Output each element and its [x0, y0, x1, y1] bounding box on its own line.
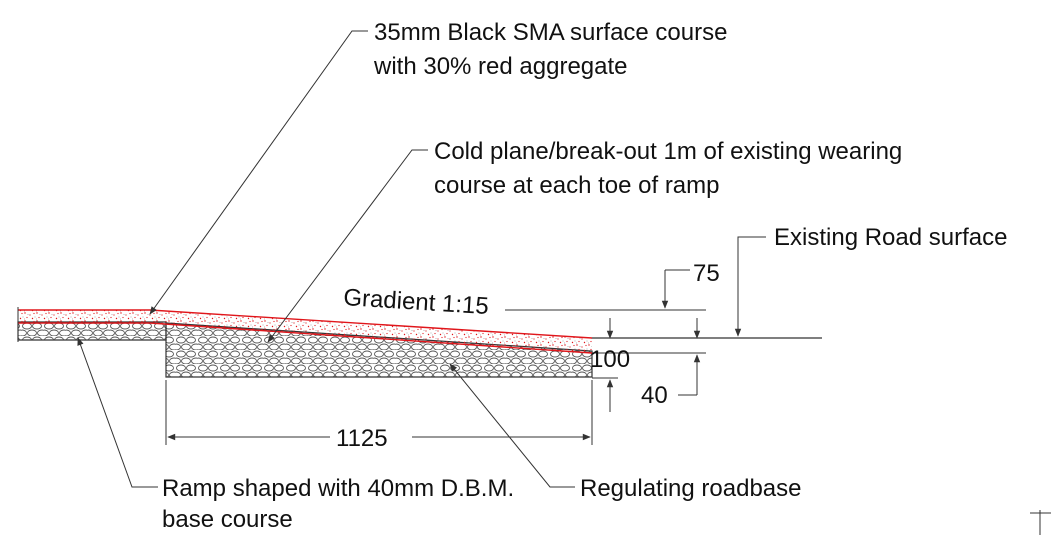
gradient-label: Gradient 1:15 [343, 284, 490, 320]
existing-road-label: Existing Road surface [774, 224, 1007, 251]
existing-base-fill [17, 321, 167, 341]
leader-ramp-base [77, 337, 158, 488]
dim-40-label: 40 [641, 382, 668, 409]
leader-regulating [449, 363, 575, 488]
surface-course-label-line2: with 30% red aggregate [373, 53, 628, 80]
surface-course-label-line1: 35mm Black SMA surface course [374, 19, 727, 46]
dim-100-label: 100 [590, 346, 630, 373]
sma-bottom-edge [18, 322, 593, 354]
leader-cold-plane [267, 149, 428, 343]
dim-75-label: 75 [693, 260, 720, 287]
cold-plane-label-line1: Cold plane/break-out 1m of existing wear… [434, 138, 902, 165]
regulating-label: Regulating roadbase [580, 475, 802, 502]
dim-1125-label: 1125 [336, 425, 388, 452]
leader-surface-course [149, 30, 368, 315]
sma-surface-course [18, 310, 592, 353]
ramp-base-label-line2: base course [162, 506, 293, 533]
cold-plane-label-line2: course at each toe of ramp [434, 172, 720, 199]
ramp-base-label-line1: Ramp shaped with 40mm D.B.M. [162, 475, 514, 502]
leader-existing-road [734, 236, 766, 337]
